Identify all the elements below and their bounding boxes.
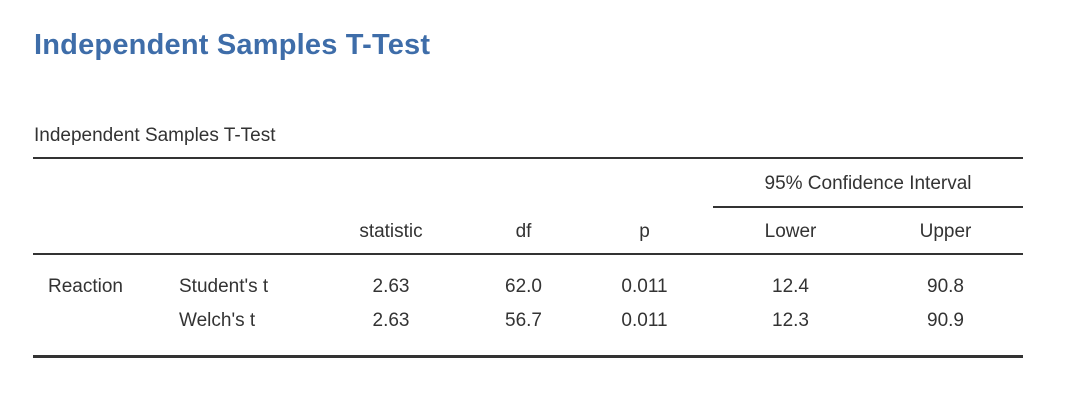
cell-ci-lower: 12.3 <box>772 310 809 331</box>
analysis-title[interactable]: Independent Samples T-Test <box>34 29 431 61</box>
cell-test: Welch's t <box>179 310 256 331</box>
col-header-test <box>166 207 311 255</box>
col-header-statistic: statistic <box>311 207 471 255</box>
cell-p: 0.011 <box>621 276 668 297</box>
table-row-welchs-t: Welch's t 2.63 56.7 0.011 12.3 90.9 <box>33 299 1023 357</box>
col-header-df: df <box>471 207 576 255</box>
col-header-variable <box>33 207 166 255</box>
table-caption: Independent Samples T-Test <box>34 125 276 146</box>
ci-spanner-header: 95% Confidence Interval <box>713 158 1024 208</box>
cell-test: Student's t <box>179 276 269 297</box>
cell-variable: Reaction <box>48 276 123 297</box>
cell-statistic: 2.63 <box>372 310 410 331</box>
col-header-ci-lower: Lower <box>713 207 868 255</box>
spanner-row: 95% Confidence Interval <box>33 158 1024 208</box>
cell-df: 62.0 <box>505 276 542 297</box>
column-header-row: statistic df p Lower Upper <box>33 207 1024 255</box>
cell-ci-lower: 12.4 <box>772 276 809 297</box>
col-header-p: p <box>576 207 713 255</box>
ttest-results-table[interactable]: 95% Confidence Interval statistic df p L… <box>33 157 1024 358</box>
cell-df: 56.7 <box>505 310 542 331</box>
cell-ci-upper: 90.9 <box>927 310 964 331</box>
cell-ci-upper: 90.8 <box>927 276 964 297</box>
spanner-spacer <box>33 158 713 207</box>
col-header-ci-upper: Upper <box>868 207 1024 255</box>
cell-statistic: 2.63 <box>372 276 410 297</box>
cell-p: 0.011 <box>621 310 668 331</box>
table-row-students-t: Reaction Student's t 2.63 62.0 0.011 12.… <box>33 254 1023 299</box>
cell-variable <box>33 299 166 357</box>
